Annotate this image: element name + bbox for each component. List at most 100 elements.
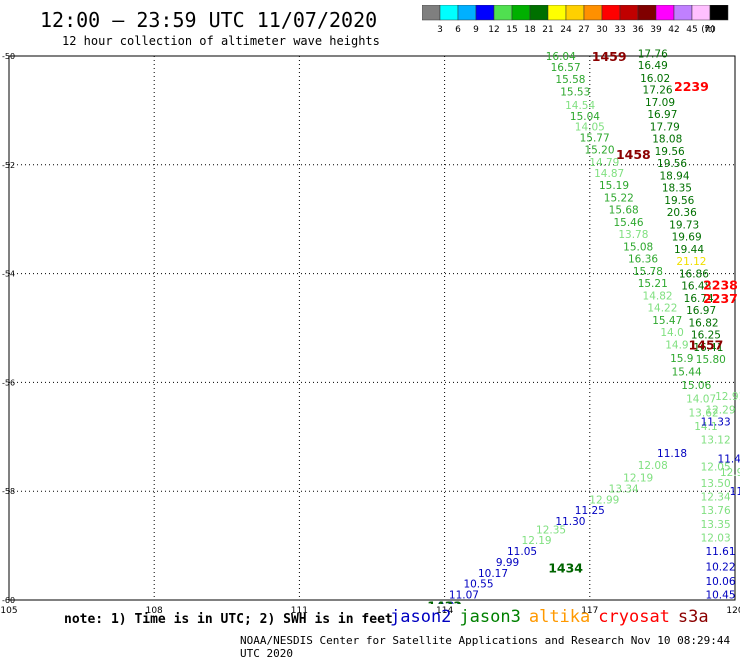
swh-label: 14.82 (643, 290, 673, 302)
swh-label: 13.62 (689, 407, 719, 419)
swh-label: 13.50 (701, 478, 731, 490)
lat-tick-label: -56 (2, 378, 15, 387)
swh-label: 15.68 (609, 204, 639, 216)
swh-label: 19.73 (669, 220, 699, 232)
color-scale-label: 33 (614, 25, 625, 35)
swh-label: 11.33 (701, 417, 731, 429)
swh-label: 12.19 (623, 473, 653, 485)
swh-label: 16.74 (684, 293, 714, 305)
swh-label: 21.12 (676, 256, 706, 268)
lon-tick-label: 114 (436, 606, 453, 616)
swh-label: 14.54 (565, 100, 595, 112)
swh-label: 16.36 (628, 253, 658, 265)
swh-label: 10.45 (705, 590, 735, 602)
pass-time-label: 1458 (616, 147, 651, 162)
color-scale-label: 15 (506, 25, 517, 35)
swh-label: 17.76 (638, 48, 668, 60)
legend-item-s3a: s3a (677, 607, 709, 627)
satellite-legend: jason2 jason3 altika cryosat s3a (390, 607, 717, 627)
color-scale-label: 27 (578, 25, 589, 35)
legend-item-jason3: jason3 (459, 607, 521, 627)
swh-label: 11.30 (555, 516, 585, 528)
swh-label: 12.35 (536, 524, 566, 536)
swh-label: 19.44 (674, 244, 704, 256)
swh-label: 12.93 (720, 467, 740, 479)
swh-label: 14.1 (694, 421, 717, 433)
swh-label: 15.47 (652, 315, 682, 327)
swh-label: 15.80 (696, 354, 726, 366)
lon-tick-label: 120 (726, 606, 740, 616)
swh-label: 13.78 (618, 229, 648, 241)
swh-label: 16.86 (679, 269, 709, 281)
lat-tick-label: -50 (2, 52, 15, 61)
legend-item-cryosat: cryosat (598, 607, 670, 627)
swh-label: 11.44 (718, 454, 740, 466)
color-scale-label: 6 (455, 25, 461, 35)
swh-label: 10.06 (705, 576, 735, 588)
color-scale-label: 39 (650, 25, 662, 35)
swh-label: 18.35 (662, 183, 692, 195)
swh-label: 15.78 (633, 266, 663, 278)
swh-label: 10.17 (478, 568, 508, 580)
swh-label: 11.27 (730, 486, 740, 498)
lon-tick-label: 105 (0, 606, 17, 616)
page-subtitle: 12 hour collection of altimeter wave hei… (62, 34, 380, 48)
pass-time-label: 2238 (703, 277, 738, 292)
swh-label: 11.25 (575, 505, 605, 517)
swh-label: 12.05 (701, 462, 731, 474)
color-scale-label: 36 (632, 25, 644, 35)
swh-label: 14.9 (665, 339, 688, 351)
swh-label: 14.0 (660, 327, 683, 339)
swh-label: 16.97 (686, 305, 716, 317)
swh-label: 14.05 (575, 122, 605, 134)
swh-label: 16.41 (693, 342, 723, 354)
swh-label: 19.56 (664, 195, 694, 207)
color-scale-unit: (ft) (701, 25, 715, 35)
swh-label: 17.09 (645, 97, 675, 109)
swh-label: 19.69 (672, 232, 702, 244)
swh-label: 15.53 (560, 86, 590, 98)
swh-label: 12.99 (589, 494, 619, 506)
lon-tick-label: 108 (146, 606, 163, 616)
lat-tick-label: -58 (2, 487, 15, 496)
color-scale-label: 9 (473, 25, 479, 35)
swh-label: 12.03 (701, 532, 731, 544)
swh-label: 16.02 (640, 73, 670, 85)
swh-label: 17.26 (643, 85, 673, 97)
lon-tick-label: 111 (291, 606, 308, 616)
swh-label: 11.07 (449, 590, 479, 602)
color-scale-label: 21 (542, 25, 553, 35)
footer-credit: NOAA/NESDIS Center for Satellite Applica… (240, 634, 731, 660)
legend-item-jason2: jason2 (390, 607, 452, 627)
swh-label: 14.07 (686, 394, 716, 406)
legend-item-altika: altika (528, 607, 591, 627)
swh-label: 15.77 (580, 133, 610, 145)
swh-label: 12.34 (701, 492, 731, 504)
swh-label: 15.06 (681, 380, 711, 392)
swh-label: 16.04 (546, 51, 576, 63)
color-scale-label: 45 (686, 25, 697, 35)
color-scale-label: 42 (668, 25, 679, 35)
swh-label: 10.26 (705, 603, 735, 615)
swh-label: 12.29 (705, 405, 735, 417)
pass-time-label: 1434 (548, 560, 583, 575)
page-title: 12:00 – 23:59 UTC 11/07/2020 (40, 8, 378, 32)
swh-label: 15.04 (570, 111, 600, 123)
swh-label: 12.08 (638, 460, 668, 472)
swh-label: 15.22 (604, 192, 634, 204)
swh-label: 15.21 (638, 278, 668, 290)
swh-label: 19.56 (657, 158, 687, 170)
swh-label: 15.46 (613, 217, 643, 229)
swh-label: 11.18 (657, 448, 687, 460)
swh-label: 13.76 (701, 505, 731, 517)
lat-tick-label: -54 (2, 270, 15, 279)
swh-label: 13.12 (701, 435, 731, 447)
swh-label: 12.19 (522, 535, 552, 547)
swh-label: 20.36 (667, 207, 697, 219)
pass-time-label: 1457 (689, 337, 724, 352)
swh-label: 19.56 (655, 146, 685, 158)
swh-label: 13.35 (701, 519, 731, 531)
color-scale-label: 70 (704, 25, 716, 35)
color-scale-label: 12 (488, 25, 499, 35)
